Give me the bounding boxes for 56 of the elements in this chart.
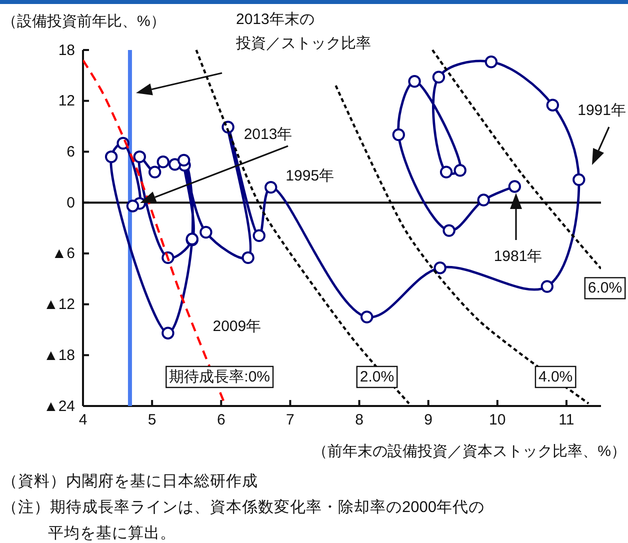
point [392, 128, 405, 142]
y-tick-label: 0 [66, 194, 75, 212]
annotation: 2013年末の投資／ストック比率 [235, 11, 371, 52]
y-tick-label: 12 [58, 92, 75, 110]
point [200, 226, 212, 239]
text: （資料）内閣府を基に日本総研作成 [2, 472, 258, 490]
point [408, 75, 421, 88]
annotation: 1991年 [578, 102, 626, 119]
annotation: 2009年 [212, 318, 262, 336]
point [162, 326, 174, 340]
annotation: 1981年 [494, 248, 542, 265]
x-axis-title: （前年末の設備投資／資本ストック比率、%） [312, 443, 626, 460]
point [440, 166, 453, 178]
x-tick-label: 9 [424, 412, 433, 429]
series-label: 6.0% [588, 280, 622, 297]
point [540, 280, 554, 293]
point [242, 251, 254, 264]
point [104, 150, 118, 164]
point [432, 70, 446, 84]
y-tick-label: ▲24 [43, 398, 75, 415]
x-tick-label: 8 [355, 412, 364, 429]
point [484, 56, 498, 68]
y-tick-label: 18 [58, 42, 75, 59]
x-tick-label: 5 [148, 412, 156, 429]
text: （注）期待成長率ラインは、資本係数変化率・除却率の2000年代の平均を基に算出。 [2, 498, 484, 542]
x-tick-label: 10 [489, 412, 506, 429]
point [508, 180, 522, 193]
point [133, 150, 146, 164]
y-axis-title: （設備投資前年比、%） [2, 13, 166, 30]
point [546, 98, 560, 112]
series-label: 期待成長率:0% [169, 368, 270, 386]
y-tick-label: ▲6 [52, 245, 75, 262]
point [156, 156, 170, 168]
series-label: 4.0% [538, 368, 573, 386]
x-tick-label: 11 [558, 412, 574, 429]
x-tick-label: 7 [286, 412, 294, 429]
point [434, 261, 446, 274]
y-tick-label: ▲18 [43, 346, 75, 364]
point [477, 194, 490, 206]
point [442, 224, 456, 237]
point [360, 310, 374, 324]
point [264, 180, 278, 194]
y-tick-label: 6 [66, 144, 75, 161]
point [177, 154, 190, 167]
annotation: 2013年 [244, 126, 292, 143]
point [454, 164, 466, 177]
point [126, 200, 140, 212]
point [168, 158, 182, 171]
x-tick-label: 4 [78, 412, 88, 429]
point [572, 173, 586, 186]
series-label: 2.0% [360, 368, 394, 386]
x-tick-label: 6 [216, 412, 226, 429]
point [148, 166, 162, 178]
point [252, 229, 266, 242]
y-tick-label: ▲12 [43, 296, 75, 314]
annotation: 1995年 [286, 167, 334, 184]
